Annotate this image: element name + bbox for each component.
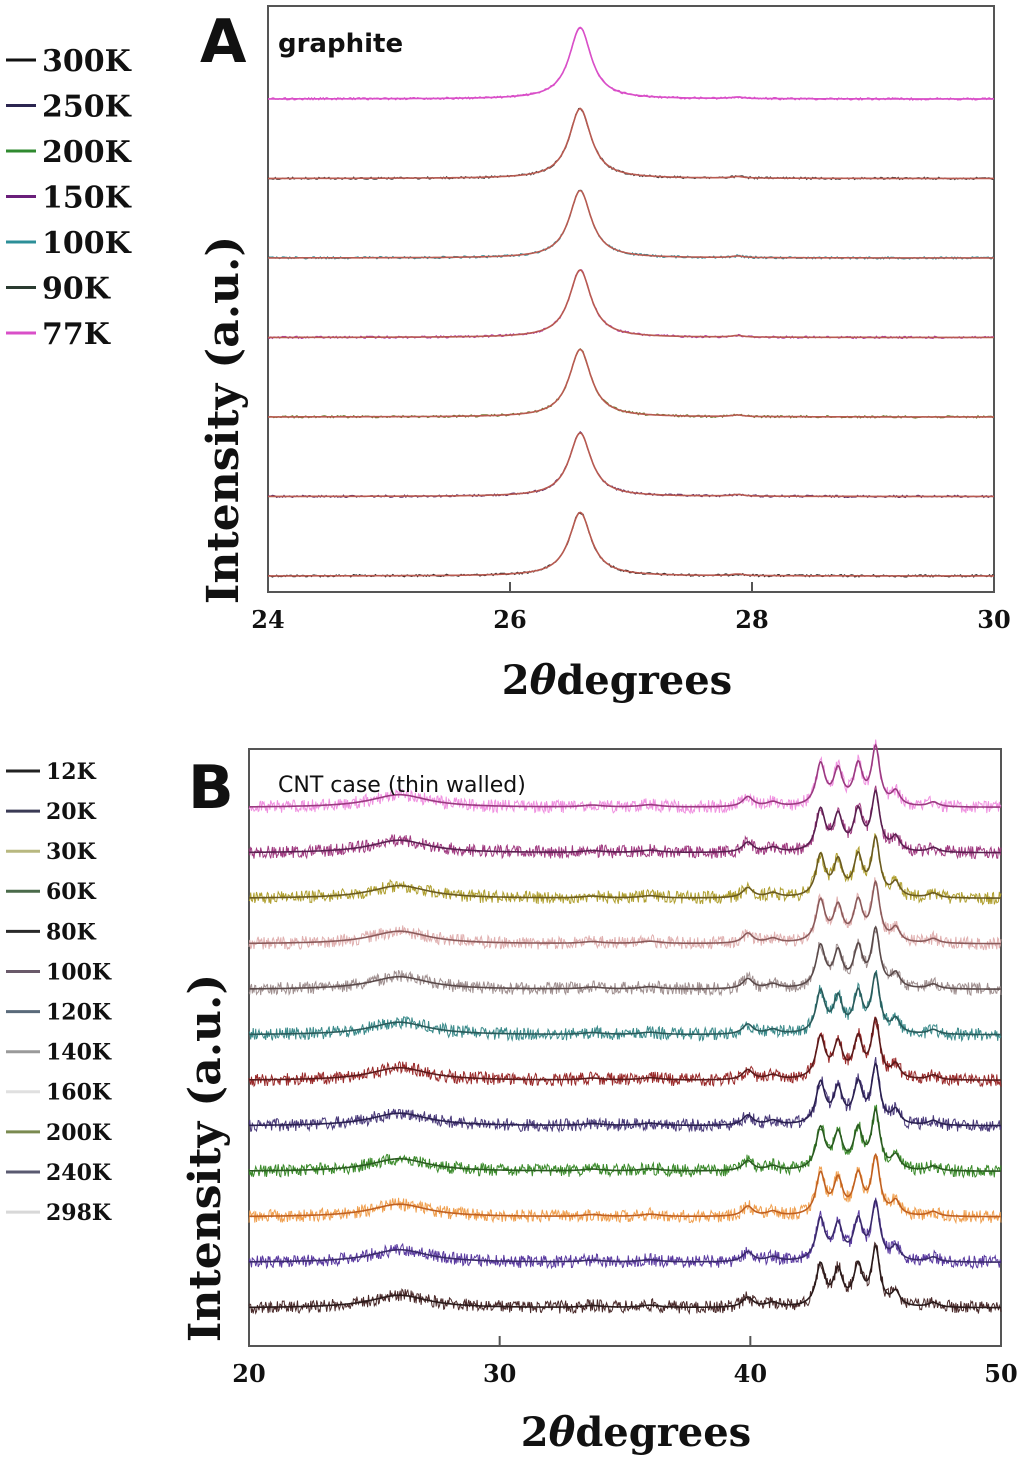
panel-b-legend-label-3: 60K: [46, 879, 97, 905]
panel-b-legend-label-7: 140K: [46, 1040, 112, 1066]
panel-a-annotation: graphite: [278, 29, 403, 59]
panel-b-legend-label-0: 12K: [46, 759, 97, 785]
panel-b-series-6-fit: [249, 970, 1001, 1036]
panel-b-series-4-fit: [249, 1061, 1001, 1127]
panel-a-x-tick-label-3: 30: [977, 605, 1010, 634]
panel-a-legend-label-5: 90K: [42, 271, 111, 306]
panel-b-x-axis-label-symbol: θ: [549, 1409, 576, 1456]
panel-b-x-tick-label-3: 50: [984, 1359, 1017, 1388]
panel-a-series-3-data: [267, 269, 995, 340]
panel-a-series-5-fit: [268, 107, 994, 180]
panel-b-legend-label-2: 30K: [46, 839, 97, 865]
panel-a-x-axis-label: 2θdegrees: [502, 657, 732, 704]
panel-b-series-3-fit: [249, 1107, 1001, 1172]
panel-a-x-axis-label-suffix: degrees: [556, 657, 732, 704]
panel-b-series-8-data: [248, 877, 1002, 951]
panel-a-y-axis-label: Intensity (a.u.): [198, 236, 249, 604]
panel-b-legend-label-4: 80K: [46, 919, 97, 945]
panel-b-annotation: CNT case (thin walled): [278, 773, 526, 798]
panel-b-series-4-data: [248, 1057, 1002, 1134]
panel-b-x-tick-label-0: 20: [232, 1359, 265, 1388]
panel-b-x-ticks: 20 30 40 50: [232, 1336, 1018, 1388]
panel-a-series-0-data: [267, 512, 995, 578]
panel-b-series-3-data: [248, 1104, 1002, 1179]
panel-a-series-2-data: [268, 347, 995, 419]
panel-b-series-6-data: [248, 969, 1002, 1043]
panel-b-series-2-fit: [249, 1152, 1001, 1218]
panel-b-legend-label-9: 200K: [46, 1120, 112, 1146]
panel-a-legend-label-3: 150K: [42, 180, 132, 215]
panel-b-series-10-fit: [249, 788, 1001, 854]
panel-a-series-4-fit: [268, 189, 994, 259]
panel-a-series-2-fit: [268, 348, 994, 418]
panel-b-series-0-fit: [249, 1243, 1001, 1309]
panel-a-legend-label-2: 200K: [42, 135, 132, 170]
panel-a-legend-label-6: 77K: [42, 317, 111, 352]
panel-b-label: B: [188, 753, 234, 823]
panel-b-x-axis-label-prefix: 2: [521, 1409, 549, 1456]
panel-b-series-1-fit: [249, 1198, 1001, 1263]
panel-b-series-5-fit: [249, 1016, 1001, 1081]
panel-b-x-tick-label-1: 30: [483, 1359, 516, 1388]
panel-a-series-1-fit: [268, 432, 994, 498]
panel-a-legend-label-0: 300K: [42, 44, 132, 79]
panel-b-legend-label-1: 20K: [46, 799, 97, 825]
panel-a-x-axis-label-symbol: θ: [530, 657, 557, 704]
panel-a-x-axis-label-prefix: 2: [502, 657, 530, 704]
panel-b-legend-label-11: 298K: [46, 1200, 112, 1226]
panel-a-series-5-data: [267, 107, 995, 181]
panel-a-label: A: [200, 7, 247, 77]
panel-a-x-tick-label-1: 26: [493, 605, 526, 634]
panel-b-series-11-fit: [249, 743, 1001, 808]
panel-a-plot-frame: [267, 5, 995, 593]
panel-a-x-tick-label-0: 24: [251, 605, 284, 634]
panel-b-plot-frame: [248, 748, 1002, 1347]
panel-b-series-2-data: [248, 1155, 1002, 1225]
panel-b-series: [248, 739, 1002, 1316]
panel-a-series: [267, 26, 995, 578]
panel-b-x-tick-label-2: 40: [734, 1359, 767, 1388]
panel-b: 20 30 40 50 B CNT case (thin walled) Intens…: [6, 739, 1018, 1456]
panel-a-x-tick-label-2: 28: [735, 605, 768, 634]
panel-b-series-9-fit: [249, 834, 1001, 899]
panel-a-series-4-data: [267, 189, 995, 260]
panel-a-series-6-fit: [268, 26, 994, 100]
panel-b-series-7-data: [248, 928, 1002, 997]
panel-b-series-5-data: [248, 1016, 1002, 1088]
panel-b-series-7-fit: [249, 925, 1001, 990]
panel-b-legend-label-5: 100K: [46, 959, 112, 985]
panel-b-legend-label-6: 120K: [46, 1000, 112, 1026]
panel-a-x-ticks: 24 26 28 30: [251, 582, 1011, 634]
panel-a-series-0-fit: [268, 511, 994, 577]
panel-a-legend: 300K 250K 200K 150K 100K 90K 77K: [6, 44, 132, 352]
panel-a-legend-label-4: 100K: [42, 226, 132, 261]
panel-a: 24 26 28 30 A graphite Intensity (a.u.) 2θd…: [6, 5, 1011, 704]
panel-a-series-3-fit: [268, 268, 994, 339]
panel-b-y-axis-label: Intensity (a.u.): [180, 974, 231, 1342]
panel-b-x-axis-label: 2θdegrees: [521, 1409, 751, 1456]
panel-b-series-11-data: [248, 739, 1002, 815]
panel-a-legend-label-1: 250K: [42, 89, 132, 124]
panel-a-series-1-data: [267, 431, 995, 499]
panel-b-legend-label-8: 160K: [46, 1080, 112, 1106]
panel-b-series-8-fit: [249, 879, 1001, 945]
panel-b-legend: 12K 20K 30K 60K 80K 100K 120K 140K 160K 200K 240K 2…: [6, 759, 112, 1226]
panel-b-legend-label-10: 240K: [46, 1160, 112, 1186]
panel-b-x-axis-label-suffix: degrees: [575, 1409, 751, 1456]
